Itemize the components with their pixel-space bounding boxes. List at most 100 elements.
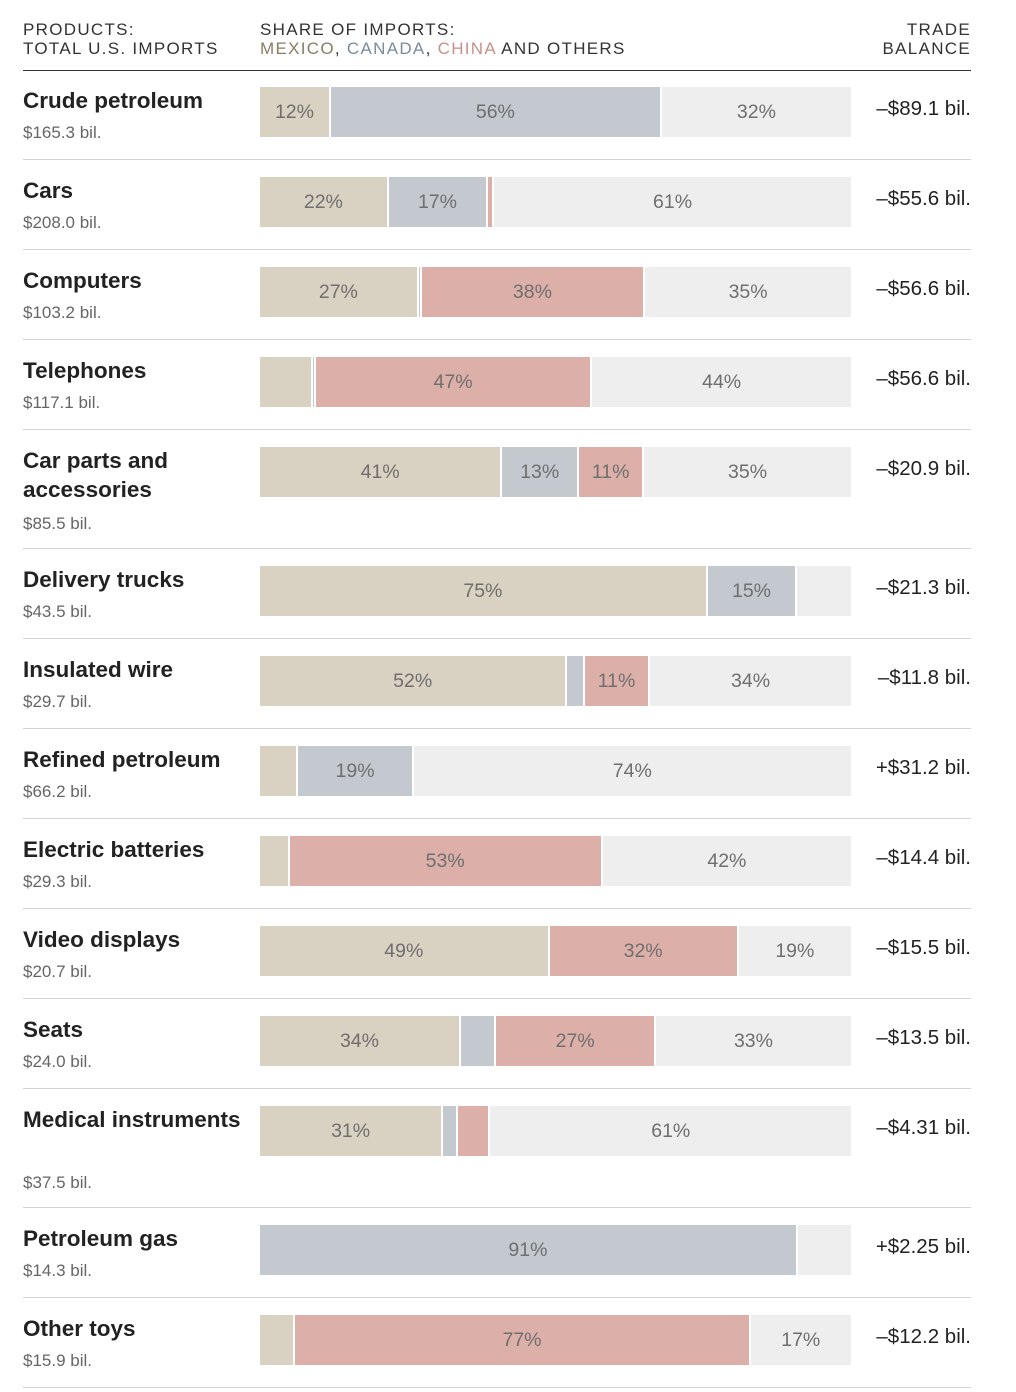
table-row: Electric batteries $29.3 bil. 53% 42% –$14.4… (23, 819, 971, 909)
table-row: Delivery trucks $43.5 bil. 75% 15% –$21.3 bi… (23, 549, 971, 639)
bar-segment-china: 11% (579, 447, 645, 497)
table-header: PRODUCTS: TOTAL U.S. IMPORTS SHARE OF IM… (23, 18, 971, 71)
total-imports: $117.1 bil. (23, 393, 101, 412)
total-imports: $15.9 bil. (23, 1351, 92, 1370)
bar-segment-mexico: 12% (260, 87, 331, 137)
bar-segment-canada: 56% (330, 87, 662, 137)
legend-sep-1: , (334, 39, 347, 58)
table-row: Computers $103.2 bil. 27% 38% 35% –$56.6 bil. (23, 250, 971, 340)
trade-balance: –$11.8 bil. (877, 666, 971, 689)
table-row: Seats $24.0 bil. 34% 27% 33% –$13.5 bil. (23, 999, 971, 1089)
trade-balance: –$15.5 bil. (876, 936, 971, 959)
bar-segment-others: 35% (644, 447, 851, 497)
product-name: Video displays (23, 927, 181, 952)
bar-segment-china (488, 177, 495, 227)
table-row: Other toys $15.9 bil. 77% 17% –$12.2 bil. (23, 1298, 971, 1388)
bar-segment-others: 34% (650, 656, 851, 706)
bar-segment-others (797, 1225, 851, 1275)
bar-segment-mexico: 27% (260, 267, 419, 317)
bar-segment-china: 27% (496, 1016, 656, 1066)
table-row: Insulated wire $29.7 bil. 52% 11% 34% –$11.8 … (23, 639, 971, 729)
product-name: Crude petroleum (23, 88, 204, 113)
bar-segment-china (457, 1106, 491, 1156)
products-header-line2: TOTAL U.S. IMPORTS (23, 39, 219, 58)
total-imports: $24.0 bil. (23, 1052, 92, 1071)
trade-balance: –$14.4 bil. (876, 846, 971, 869)
share-bar: 77% 17% (260, 1315, 851, 1365)
total-imports: $14.3 bil. (23, 1261, 92, 1280)
bar-segment-others (797, 566, 851, 616)
bar-segment-others: 61% (494, 177, 851, 227)
product-name: Cars (23, 178, 74, 203)
bar-segment-mexico: 34% (260, 1016, 461, 1066)
bar-segment-mexico: 31% (260, 1106, 444, 1156)
bar-segment-others: 74% (413, 746, 851, 796)
share-bar: 52% 11% 34% (260, 656, 851, 706)
bar-segment-canada: 15% (707, 566, 798, 616)
products-header-line1: PRODUCTS: (23, 20, 135, 39)
bar-segment-canada (567, 656, 586, 706)
table-row: Crude petroleum $165.3 bil. 12% 56% 32% –$89.… (23, 70, 971, 160)
total-imports: $43.5 bil. (23, 602, 92, 621)
bar-segment-mexico (260, 1315, 296, 1365)
trade-balance: –$4.31 bil. (876, 1116, 971, 1139)
bar-segment-canada: 17% (388, 177, 489, 227)
product-name: Insulated wire (23, 657, 174, 682)
bar-segment-china: 53% (289, 836, 603, 886)
product-name: Car parts and accessories (23, 448, 169, 502)
legend-canada: CANADA (346, 39, 426, 58)
bar-segment-canada (312, 357, 316, 407)
trade-balance: –$55.6 bil. (876, 187, 971, 210)
bar-segment-others: 32% (661, 87, 851, 137)
share-bar: 22% 17% 61% (260, 177, 851, 227)
product-name: Petroleum gas (23, 1226, 179, 1251)
product-name: Refined petroleum (23, 747, 221, 772)
total-imports: $20.7 bil. (23, 962, 92, 981)
bar-segment-mexico: 49% (260, 926, 550, 976)
trade-balance: +$2.25 bil. (875, 1235, 971, 1258)
bar-segment-canada (443, 1106, 458, 1156)
share-bar: 53% 42% (260, 836, 851, 886)
total-imports: $37.5 bil. (23, 1173, 92, 1192)
legend-mexico: MEXICO (260, 39, 335, 58)
trade-balance: –$20.9 bil. (876, 457, 971, 480)
bar-segment-mexico (260, 836, 290, 886)
share-bar: 49% 32% 19% (260, 926, 851, 976)
trade-balance: –$21.3 bil. (876, 576, 971, 599)
share-header-legend: MEXICO, CANADA, CHINA AND OTHERS (260, 39, 626, 58)
trade-balance: –$56.6 bil. (876, 277, 971, 300)
bar-segment-mexico (260, 357, 313, 407)
share-bar: 47% 44% (260, 357, 851, 407)
bar-segment-mexico: 41% (260, 447, 503, 497)
product-name: Electric batteries (23, 837, 205, 862)
total-imports: $165.3 bil. (23, 123, 102, 142)
trade-balance: –$13.5 bil. (876, 1026, 971, 1049)
table-row: Telephones $117.1 bil. 47% 44% –$56.6 bil. (23, 340, 971, 430)
bar-segment-others: 42% (602, 836, 851, 886)
total-imports: $85.5 bil. (23, 514, 92, 533)
product-name: Medical instruments (23, 1107, 241, 1132)
legend-others: AND OTHERS (496, 39, 626, 58)
balance-header-line2: BALANCE (882, 39, 971, 58)
bar-segment-china: 77% (295, 1315, 751, 1365)
trade-balance: –$89.1 bil. (876, 97, 971, 120)
bar-segment-others: 33% (655, 1016, 851, 1066)
table-row: Medical instruments $37.5 bil. 31% 61% –$4.3… (23, 1089, 971, 1208)
share-column-header: SHARE OF IMPORTS: MEXICO, CANADA, CHINA … (260, 20, 626, 58)
table-row: Car parts and accessories $85.5 bil. 41% 13… (23, 430, 971, 549)
bar-segment-canada: 19% (298, 746, 414, 796)
bar-segment-mexico: 22% (260, 177, 389, 227)
bar-segment-canada (460, 1016, 497, 1066)
share-bar: 34% 27% 33% (260, 1016, 851, 1066)
bar-segment-mexico (260, 746, 299, 796)
share-bar: 19% 74% (260, 746, 851, 796)
table-row: Video displays $20.7 bil. 49% 32% 19% –$15.5 … (23, 909, 971, 999)
bar-segment-canada: 13% (502, 447, 580, 497)
bar-segment-china: 32% (549, 926, 739, 976)
product-name: Other toys (23, 1316, 136, 1341)
bar-segment-canada (418, 267, 422, 317)
product-name: Telephones (23, 358, 147, 383)
legend-sep-2: , (425, 39, 438, 58)
total-imports: $29.7 bil. (23, 692, 92, 711)
share-header-line1: SHARE OF IMPORTS: (260, 20, 456, 39)
